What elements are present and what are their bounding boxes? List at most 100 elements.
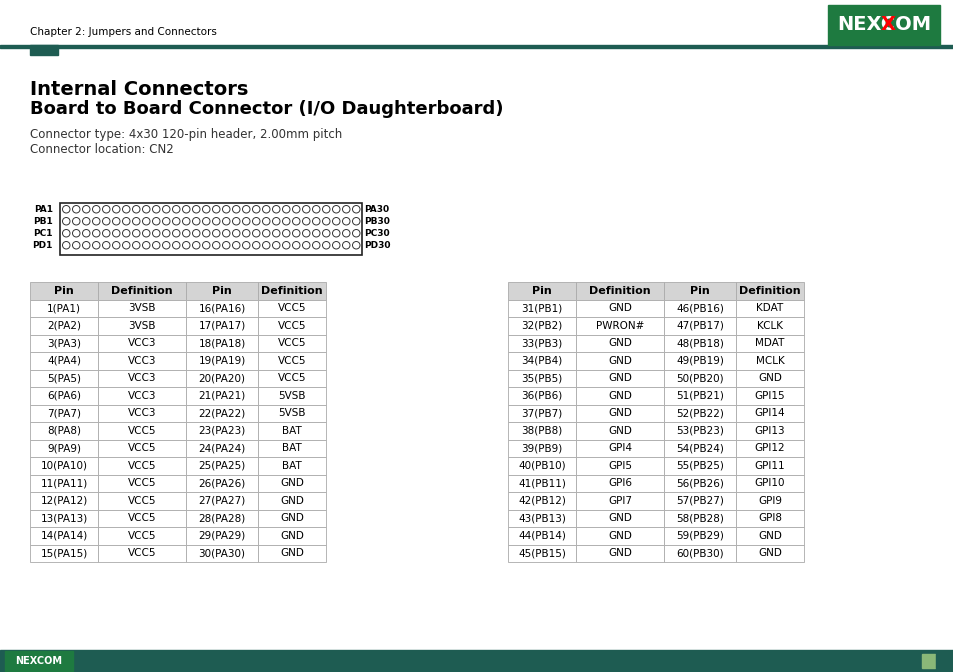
Circle shape bbox=[352, 206, 359, 213]
Text: GND: GND bbox=[607, 373, 631, 383]
Text: 29(PA29): 29(PA29) bbox=[198, 531, 245, 541]
Circle shape bbox=[193, 230, 200, 237]
Bar bbox=[663, 387, 735, 405]
Text: PC30: PC30 bbox=[364, 228, 390, 238]
Text: 5VSB: 5VSB bbox=[278, 409, 305, 418]
Text: Pin: Pin bbox=[212, 286, 232, 296]
Circle shape bbox=[342, 218, 350, 225]
Bar bbox=[30, 544, 98, 562]
Circle shape bbox=[273, 230, 280, 237]
Bar bbox=[935, 654, 948, 668]
Circle shape bbox=[322, 206, 330, 213]
Circle shape bbox=[122, 218, 130, 225]
Text: 19(PA19): 19(PA19) bbox=[198, 355, 245, 366]
Text: 14(PA14): 14(PA14) bbox=[40, 531, 88, 541]
Circle shape bbox=[233, 241, 240, 249]
Bar bbox=[507, 422, 576, 439]
Circle shape bbox=[242, 241, 250, 249]
Bar bbox=[663, 335, 735, 352]
Text: 51(PB21): 51(PB21) bbox=[676, 390, 723, 401]
Circle shape bbox=[213, 206, 220, 213]
Text: 39(PB9): 39(PB9) bbox=[521, 444, 562, 453]
Bar bbox=[186, 370, 257, 387]
Text: VCC5: VCC5 bbox=[277, 355, 306, 366]
Bar bbox=[186, 387, 257, 405]
Circle shape bbox=[333, 218, 339, 225]
Circle shape bbox=[352, 241, 359, 249]
Text: GND: GND bbox=[280, 496, 304, 506]
Text: GND: GND bbox=[607, 513, 631, 523]
Circle shape bbox=[193, 241, 200, 249]
Text: 7(PA7): 7(PA7) bbox=[47, 409, 81, 418]
Circle shape bbox=[313, 218, 319, 225]
Circle shape bbox=[82, 206, 90, 213]
Text: BAT: BAT bbox=[282, 444, 301, 453]
Text: PC1: PC1 bbox=[33, 228, 53, 238]
Bar bbox=[186, 544, 257, 562]
Text: 30(PA30): 30(PA30) bbox=[198, 548, 245, 558]
Bar bbox=[257, 527, 326, 544]
Bar bbox=[30, 527, 98, 544]
Bar bbox=[257, 335, 326, 352]
Text: NEXCOM: NEXCOM bbox=[836, 15, 930, 34]
Circle shape bbox=[142, 241, 150, 249]
Circle shape bbox=[242, 206, 250, 213]
Circle shape bbox=[92, 230, 100, 237]
Text: VCC5: VCC5 bbox=[128, 426, 156, 435]
Text: VCC3: VCC3 bbox=[128, 373, 156, 383]
Circle shape bbox=[122, 206, 130, 213]
Bar bbox=[576, 509, 663, 527]
Bar bbox=[98, 492, 186, 509]
Circle shape bbox=[253, 218, 260, 225]
Circle shape bbox=[112, 241, 120, 249]
Bar bbox=[735, 492, 803, 509]
Text: GPI6: GPI6 bbox=[607, 478, 631, 489]
Bar bbox=[735, 370, 803, 387]
Bar bbox=[257, 405, 326, 422]
Circle shape bbox=[63, 206, 70, 213]
Text: GND: GND bbox=[607, 303, 631, 313]
Text: 1(PA1): 1(PA1) bbox=[47, 303, 81, 313]
Text: 34(PB4): 34(PB4) bbox=[521, 355, 562, 366]
Bar bbox=[663, 544, 735, 562]
Circle shape bbox=[293, 206, 299, 213]
Text: VCC5: VCC5 bbox=[277, 303, 306, 313]
Text: 13(PA13): 13(PA13) bbox=[40, 513, 88, 523]
Circle shape bbox=[313, 230, 319, 237]
Bar bbox=[735, 457, 803, 474]
Text: 22(PA22): 22(PA22) bbox=[198, 409, 245, 418]
Bar bbox=[30, 317, 98, 335]
Circle shape bbox=[282, 230, 290, 237]
Bar bbox=[98, 405, 186, 422]
Text: MDAT: MDAT bbox=[755, 338, 784, 348]
Circle shape bbox=[222, 241, 230, 249]
Text: GND: GND bbox=[280, 478, 304, 489]
Circle shape bbox=[333, 206, 339, 213]
Bar bbox=[663, 439, 735, 457]
Bar bbox=[30, 335, 98, 352]
Text: PB30: PB30 bbox=[364, 217, 390, 226]
Circle shape bbox=[273, 206, 280, 213]
Bar bbox=[576, 439, 663, 457]
Bar bbox=[507, 352, 576, 370]
Bar bbox=[30, 405, 98, 422]
Text: PWRON#: PWRON# bbox=[596, 321, 643, 331]
Text: 3VSB: 3VSB bbox=[128, 321, 155, 331]
Bar bbox=[98, 352, 186, 370]
Circle shape bbox=[152, 218, 160, 225]
Circle shape bbox=[233, 230, 240, 237]
Bar bbox=[98, 370, 186, 387]
Text: Internal Connectors: Internal Connectors bbox=[30, 80, 248, 99]
Circle shape bbox=[142, 218, 150, 225]
Circle shape bbox=[172, 230, 180, 237]
Bar bbox=[576, 300, 663, 317]
Text: GPI9: GPI9 bbox=[758, 496, 781, 506]
Text: PD1: PD1 bbox=[32, 241, 53, 250]
Circle shape bbox=[82, 230, 90, 237]
Bar bbox=[576, 405, 663, 422]
Bar bbox=[735, 282, 803, 300]
Text: 58(PB28): 58(PB28) bbox=[676, 513, 723, 523]
Circle shape bbox=[262, 218, 270, 225]
Text: 60(PB30): 60(PB30) bbox=[676, 548, 723, 558]
Bar bbox=[186, 492, 257, 509]
